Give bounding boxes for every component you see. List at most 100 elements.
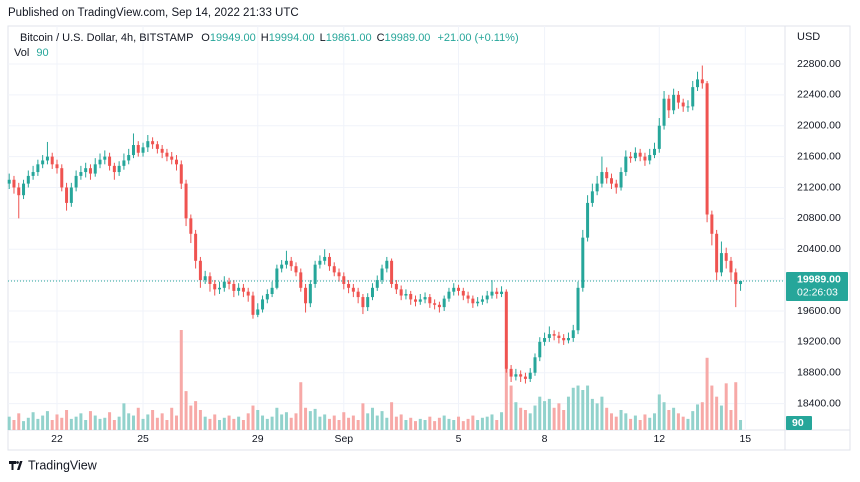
- candle-body: [710, 214, 714, 234]
- volume-bar: [160, 413, 164, 430]
- candle-body: [552, 334, 556, 336]
- candle-body: [141, 147, 145, 153]
- volume-bar: [256, 410, 260, 430]
- candle-body: [31, 172, 35, 176]
- volume-bar: [141, 418, 145, 430]
- volume-bar: [418, 418, 422, 430]
- candle-body: [500, 291, 504, 294]
- candle-body: [261, 299, 265, 310]
- candle-body: [165, 152, 169, 157]
- candle-body: [55, 164, 59, 169]
- candle-body: [385, 260, 389, 269]
- candle-body: [347, 283, 351, 288]
- y-tick-label: 18800.00: [797, 367, 841, 379]
- candle-body: [323, 256, 327, 261]
- currency: USD: [797, 31, 820, 43]
- y-tick-label: 21600.00: [797, 150, 841, 162]
- candle-body: [136, 145, 140, 153]
- volume-bar: [380, 411, 384, 430]
- volume-bar: [719, 405, 723, 430]
- candle-body: [390, 260, 394, 284]
- candle-body: [256, 309, 260, 315]
- volume-bar: [566, 396, 570, 430]
- volume-bar: [308, 411, 312, 430]
- candle-body: [284, 260, 288, 265]
- legend-row: Bitcoin / U.S. Dollar, 4h, BITSTAMP O199…: [20, 32, 519, 44]
- candle-body: [22, 183, 26, 196]
- candle-body: [629, 156, 633, 159]
- volume-bar: [194, 401, 198, 430]
- volume-bar: [131, 415, 135, 430]
- volume-bar: [447, 418, 451, 430]
- candle-body: [691, 87, 695, 107]
- volume-bar: [117, 416, 121, 430]
- volume-legend-value: 90: [36, 47, 48, 59]
- candle-body: [241, 287, 245, 292]
- volume-bar: [700, 402, 704, 430]
- volume-bar: [50, 420, 54, 430]
- volume-bar: [557, 403, 561, 430]
- volume-bar: [289, 417, 293, 430]
- volume-bar: [304, 407, 308, 430]
- candle-body: [485, 295, 489, 300]
- volume-bar: [155, 417, 159, 430]
- candle-body: [700, 79, 704, 84]
- volume-bar: [657, 394, 661, 430]
- volume-bar: [122, 403, 126, 430]
- volume-bar: [676, 413, 680, 430]
- volume-bar: [595, 403, 599, 430]
- volume-bar: [739, 420, 743, 430]
- candle-body: [131, 145, 135, 156]
- candle-body: [681, 102, 685, 107]
- volume-bar: [523, 410, 527, 430]
- volume-bar: [705, 357, 709, 430]
- volume-bar: [208, 418, 212, 430]
- candle-body: [246, 291, 250, 296]
- candle-body: [151, 141, 155, 145]
- volume-bar: [624, 413, 628, 430]
- volume-bar: [729, 410, 733, 430]
- volume-bar: [203, 416, 207, 430]
- candle-body: [538, 341, 542, 358]
- volume-bar: [562, 410, 566, 430]
- volume-bar: [241, 420, 245, 430]
- candle-body: [619, 172, 623, 188]
- x-tick-label: 22: [51, 433, 63, 445]
- volume-bar: [490, 414, 494, 430]
- candle-body: [160, 148, 164, 153]
- candle-body: [437, 304, 441, 308]
- candle-body: [452, 287, 456, 292]
- volume-bar: [452, 420, 456, 430]
- candle-body: [270, 287, 274, 294]
- volume-bar: [22, 421, 26, 430]
- volume-bar: [189, 405, 193, 430]
- candle-body: [586, 202, 590, 238]
- candle-body: [562, 337, 566, 341]
- candle-body: [304, 287, 308, 304]
- volume-bar: [246, 413, 250, 430]
- candle-body: [662, 98, 666, 126]
- candle-body: [88, 168, 92, 174]
- volume-bar: [237, 416, 241, 430]
- candle-body: [69, 187, 73, 203]
- volume-bar: [428, 416, 432, 430]
- candle-body: [672, 94, 676, 111]
- volume-bar: [633, 415, 637, 430]
- candle-body: [155, 144, 159, 149]
- volume-bar: [586, 385, 590, 430]
- candle-body: [667, 98, 671, 111]
- candle-body: [308, 283, 312, 304]
- candle-body: [653, 148, 657, 156]
- volume-bar: [36, 418, 40, 430]
- candle-body: [117, 165, 121, 173]
- candle-body: [409, 293, 413, 300]
- volume-bar: [275, 407, 279, 430]
- volume-bar: [112, 420, 116, 430]
- last-price-box: [786, 271, 848, 301]
- volume-bar: [251, 405, 255, 430]
- volume-bar: [648, 417, 652, 430]
- candle-body: [370, 287, 374, 298]
- volume-bar: [571, 387, 575, 430]
- candle-body: [480, 299, 484, 302]
- candle-body: [342, 276, 346, 284]
